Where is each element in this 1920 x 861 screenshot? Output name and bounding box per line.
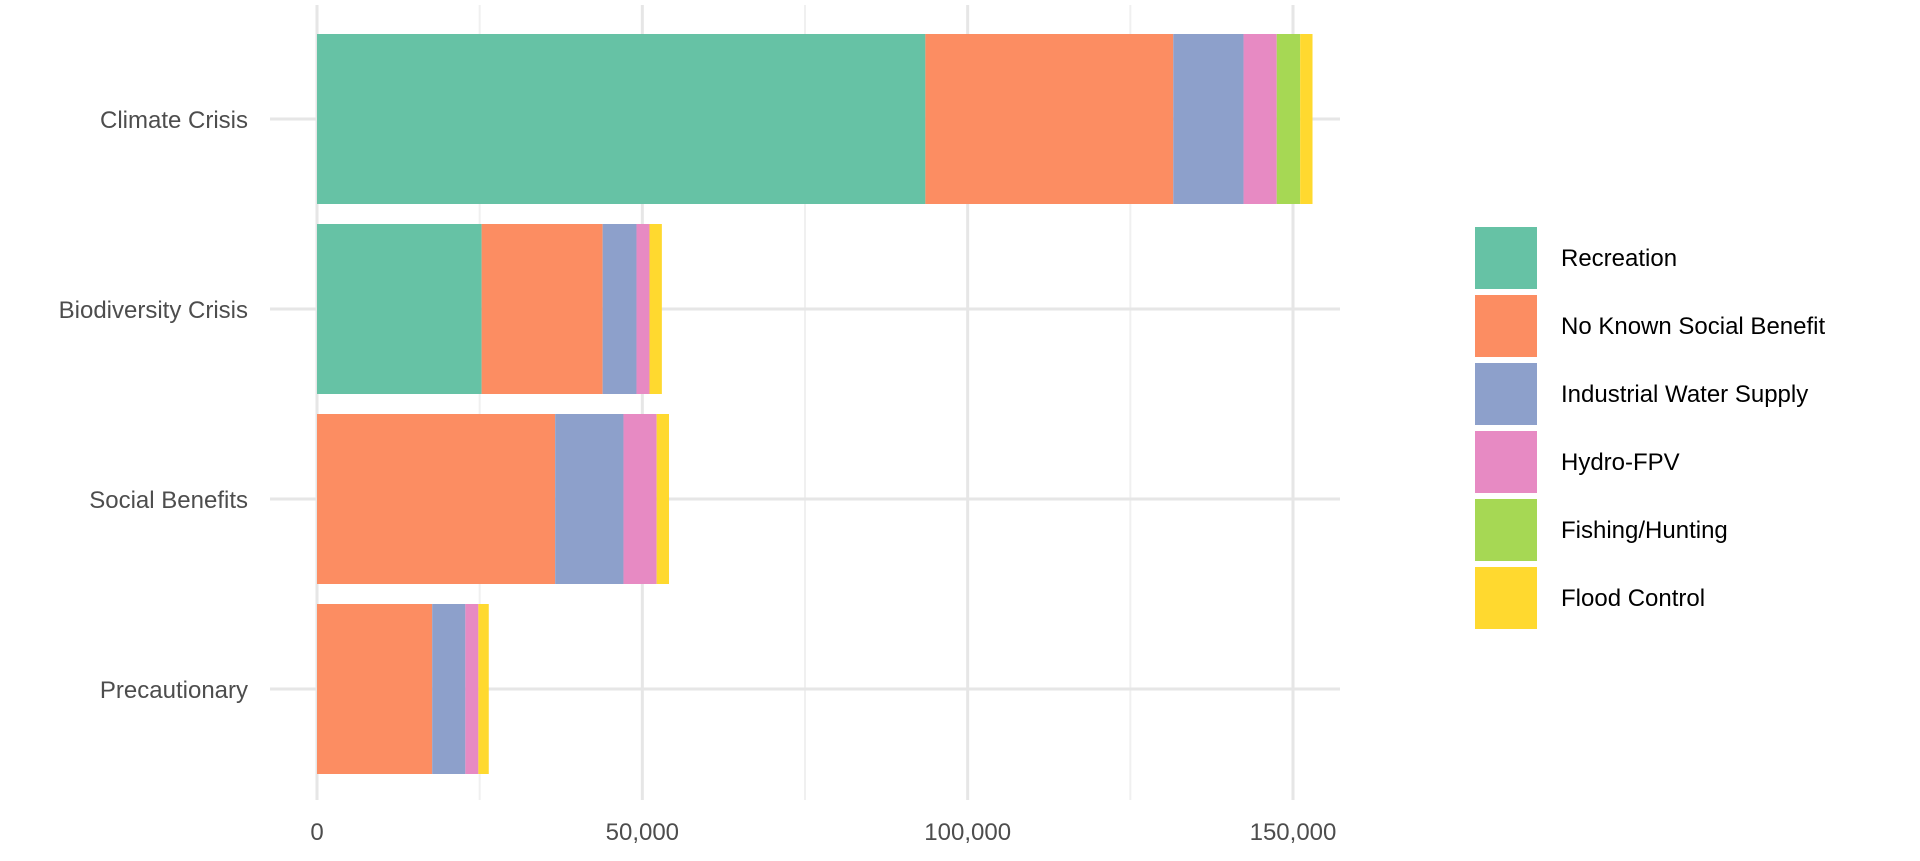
legend-label: Recreation	[1561, 245, 1677, 272]
bar-segment-flood-control	[656, 414, 670, 584]
bar-segment-recreation	[317, 34, 926, 204]
y-axis: Climate Crisis Biodiversity Crisis Social …	[59, 107, 248, 704]
bar-segment-no-known-social-benefit	[317, 414, 556, 584]
bar-segment-fishing-hunting	[1276, 34, 1301, 204]
bar-segment-hydro-fpv	[636, 224, 650, 394]
bar-segment-industrial-water-supply	[1173, 34, 1244, 204]
legend-key	[1475, 431, 1537, 493]
x-tick-label: 0	[310, 819, 323, 846]
bar-segment-industrial-water-supply	[555, 414, 624, 584]
y-tick-label: Social Benefits	[89, 487, 248, 514]
bars	[317, 34, 1313, 774]
x-tick-label: 50,000	[606, 819, 679, 846]
legend-label: Flood Control	[1561, 585, 1705, 612]
bar-segment-hydro-fpv	[465, 604, 479, 774]
bar-segment-recreation	[317, 224, 482, 394]
legend-key	[1475, 499, 1537, 561]
bar-segment-industrial-water-supply	[602, 224, 637, 394]
bar-segment-flood-control	[649, 224, 662, 394]
legend-label: Fishing/Hunting	[1561, 517, 1728, 544]
legend-key	[1475, 567, 1537, 629]
y-tick-label: Precautionary	[100, 677, 248, 704]
y-tick-label: Climate Crisis	[100, 107, 248, 134]
legend-label: Hydro-FPV	[1561, 449, 1680, 476]
bar-segment-no-known-social-benefit	[481, 224, 603, 394]
legend-label: No Known Social Benefit	[1561, 313, 1825, 340]
x-axis: 0 50,000 100,000 150,000	[310, 819, 1336, 846]
legend-key	[1475, 363, 1537, 425]
bar-segment-industrial-water-supply	[432, 604, 466, 774]
x-tick-label: 100,000	[924, 819, 1011, 846]
x-tick-label: 150,000	[1250, 819, 1337, 846]
bar-segment-no-known-social-benefit	[925, 34, 1174, 204]
legend-label: Industrial Water Supply	[1561, 381, 1808, 408]
legend-key	[1475, 295, 1537, 357]
bar-segment-no-known-social-benefit	[317, 604, 433, 774]
bar-segment-hydro-fpv	[1243, 34, 1277, 204]
y-tick-label: Biodiversity Crisis	[59, 297, 248, 324]
legend: Recreation No Known Social Benefit Industr…	[1475, 227, 1825, 629]
bar-segment-hydro-fpv	[623, 414, 657, 584]
legend-key	[1475, 227, 1537, 289]
bar-segment-flood-control	[478, 604, 489, 774]
bar-segment-flood-control	[1300, 34, 1313, 204]
